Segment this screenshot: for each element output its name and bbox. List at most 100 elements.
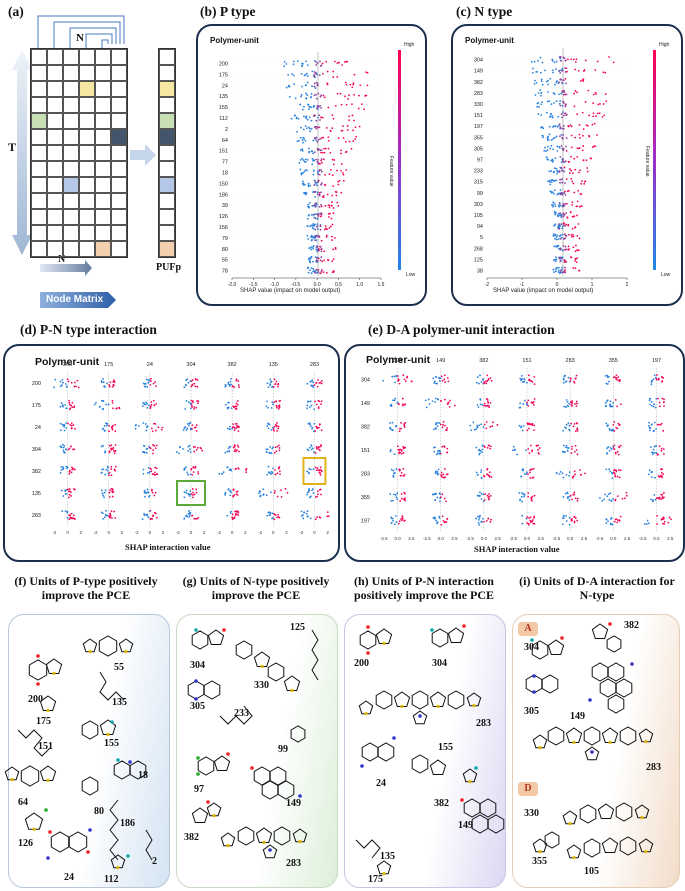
interaction-point	[276, 422, 278, 424]
interaction-point	[152, 452, 154, 455]
shap-point	[302, 62, 304, 65]
shap-point	[317, 173, 320, 176]
interaction-point	[651, 499, 654, 502]
interaction-point	[236, 444, 239, 447]
interaction-point	[436, 450, 439, 452]
shap-point	[299, 103, 302, 106]
ring	[601, 837, 619, 853]
shap-point	[555, 245, 557, 248]
interaction-point	[151, 518, 154, 520]
matrix-cell	[95, 161, 111, 177]
interaction-point	[643, 523, 646, 526]
interaction-point	[565, 380, 568, 383]
interaction-point	[269, 381, 272, 384]
shap-point	[552, 204, 555, 206]
interaction-point	[111, 385, 114, 388]
shap-point	[317, 92, 320, 95]
ring	[39, 765, 57, 781]
interaction-point	[155, 467, 158, 470]
interaction-point	[190, 468, 192, 471]
interaction-point	[655, 452, 658, 454]
shap-point	[551, 160, 554, 163]
interaction-point	[612, 498, 614, 500]
interaction-point	[392, 469, 395, 472]
interaction-point	[436, 522, 439, 525]
sulfur-atom	[290, 688, 294, 693]
matrix-cell	[111, 129, 127, 145]
interaction-point	[403, 378, 406, 381]
hetero-atom	[88, 828, 92, 832]
interaction-point	[657, 423, 660, 426]
interaction-point	[73, 448, 76, 451]
shap-point	[540, 91, 543, 94]
panel-b-title: Polymer-unit	[210, 36, 259, 45]
interaction-point	[615, 376, 618, 379]
interaction-point	[390, 517, 393, 520]
interaction-point	[110, 444, 113, 447]
hetero-atom	[532, 690, 536, 694]
shap-point	[323, 151, 326, 154]
col-tick-label: -2	[94, 530, 98, 535]
interaction-point	[436, 496, 439, 499]
col-tick-label: -2.5	[596, 536, 604, 541]
shap-point	[562, 125, 565, 127]
interaction-point	[67, 496, 70, 499]
hetero-atom	[226, 752, 230, 756]
hetero-atom	[126, 854, 130, 858]
ring	[579, 804, 597, 824]
shap-point	[344, 151, 347, 153]
shap-point	[302, 159, 305, 162]
shap-point	[574, 250, 577, 253]
shap-point	[564, 160, 567, 163]
shap-point	[592, 102, 595, 105]
shap-point	[321, 116, 324, 119]
col-label: 175	[104, 362, 113, 368]
interaction-point	[280, 489, 282, 492]
shap-point	[305, 116, 307, 119]
shap-point	[313, 224, 316, 226]
shap-point	[316, 191, 319, 194]
interaction-point	[148, 470, 151, 473]
interaction-point	[273, 451, 276, 454]
interaction-point	[477, 473, 479, 476]
interaction-point	[312, 492, 315, 494]
interaction-point	[269, 446, 272, 448]
shap-point	[317, 158, 320, 161]
ring	[82, 638, 98, 653]
interaction-point	[649, 427, 652, 429]
interaction-point	[59, 405, 62, 408]
shap-point	[561, 233, 564, 236]
ring	[591, 662, 609, 682]
interaction-point	[141, 518, 144, 521]
sulfur-atom	[124, 650, 128, 654]
shap-point	[311, 163, 314, 166]
hetero-atom	[392, 736, 396, 740]
interaction-point	[227, 447, 230, 450]
interaction-point	[317, 407, 320, 410]
shap-point	[290, 117, 293, 120]
shap-point	[578, 269, 580, 272]
col-tick-label: -2.5	[466, 536, 474, 541]
interaction-point	[237, 384, 240, 386]
shap-point	[557, 212, 560, 215]
interaction-point	[439, 377, 442, 380]
shap-point	[283, 60, 286, 63]
interaction-point	[188, 422, 191, 425]
interaction-point	[308, 489, 311, 492]
interaction-point	[233, 444, 236, 447]
interaction-point	[278, 447, 281, 449]
interaction-point	[529, 521, 532, 524]
interaction-point	[434, 499, 436, 501]
row-label: 112	[219, 116, 228, 122]
shap-point	[535, 70, 538, 73]
interaction-point	[191, 424, 194, 427]
interaction-point	[394, 493, 397, 496]
interaction-point	[187, 381, 190, 384]
unit-h-24: 24	[376, 778, 386, 789]
shap-point	[323, 147, 325, 150]
shap-point	[592, 93, 595, 96]
shap-point	[294, 114, 297, 117]
shap-point	[552, 201, 555, 204]
interaction-point	[646, 519, 649, 522]
interaction-point	[611, 428, 614, 431]
